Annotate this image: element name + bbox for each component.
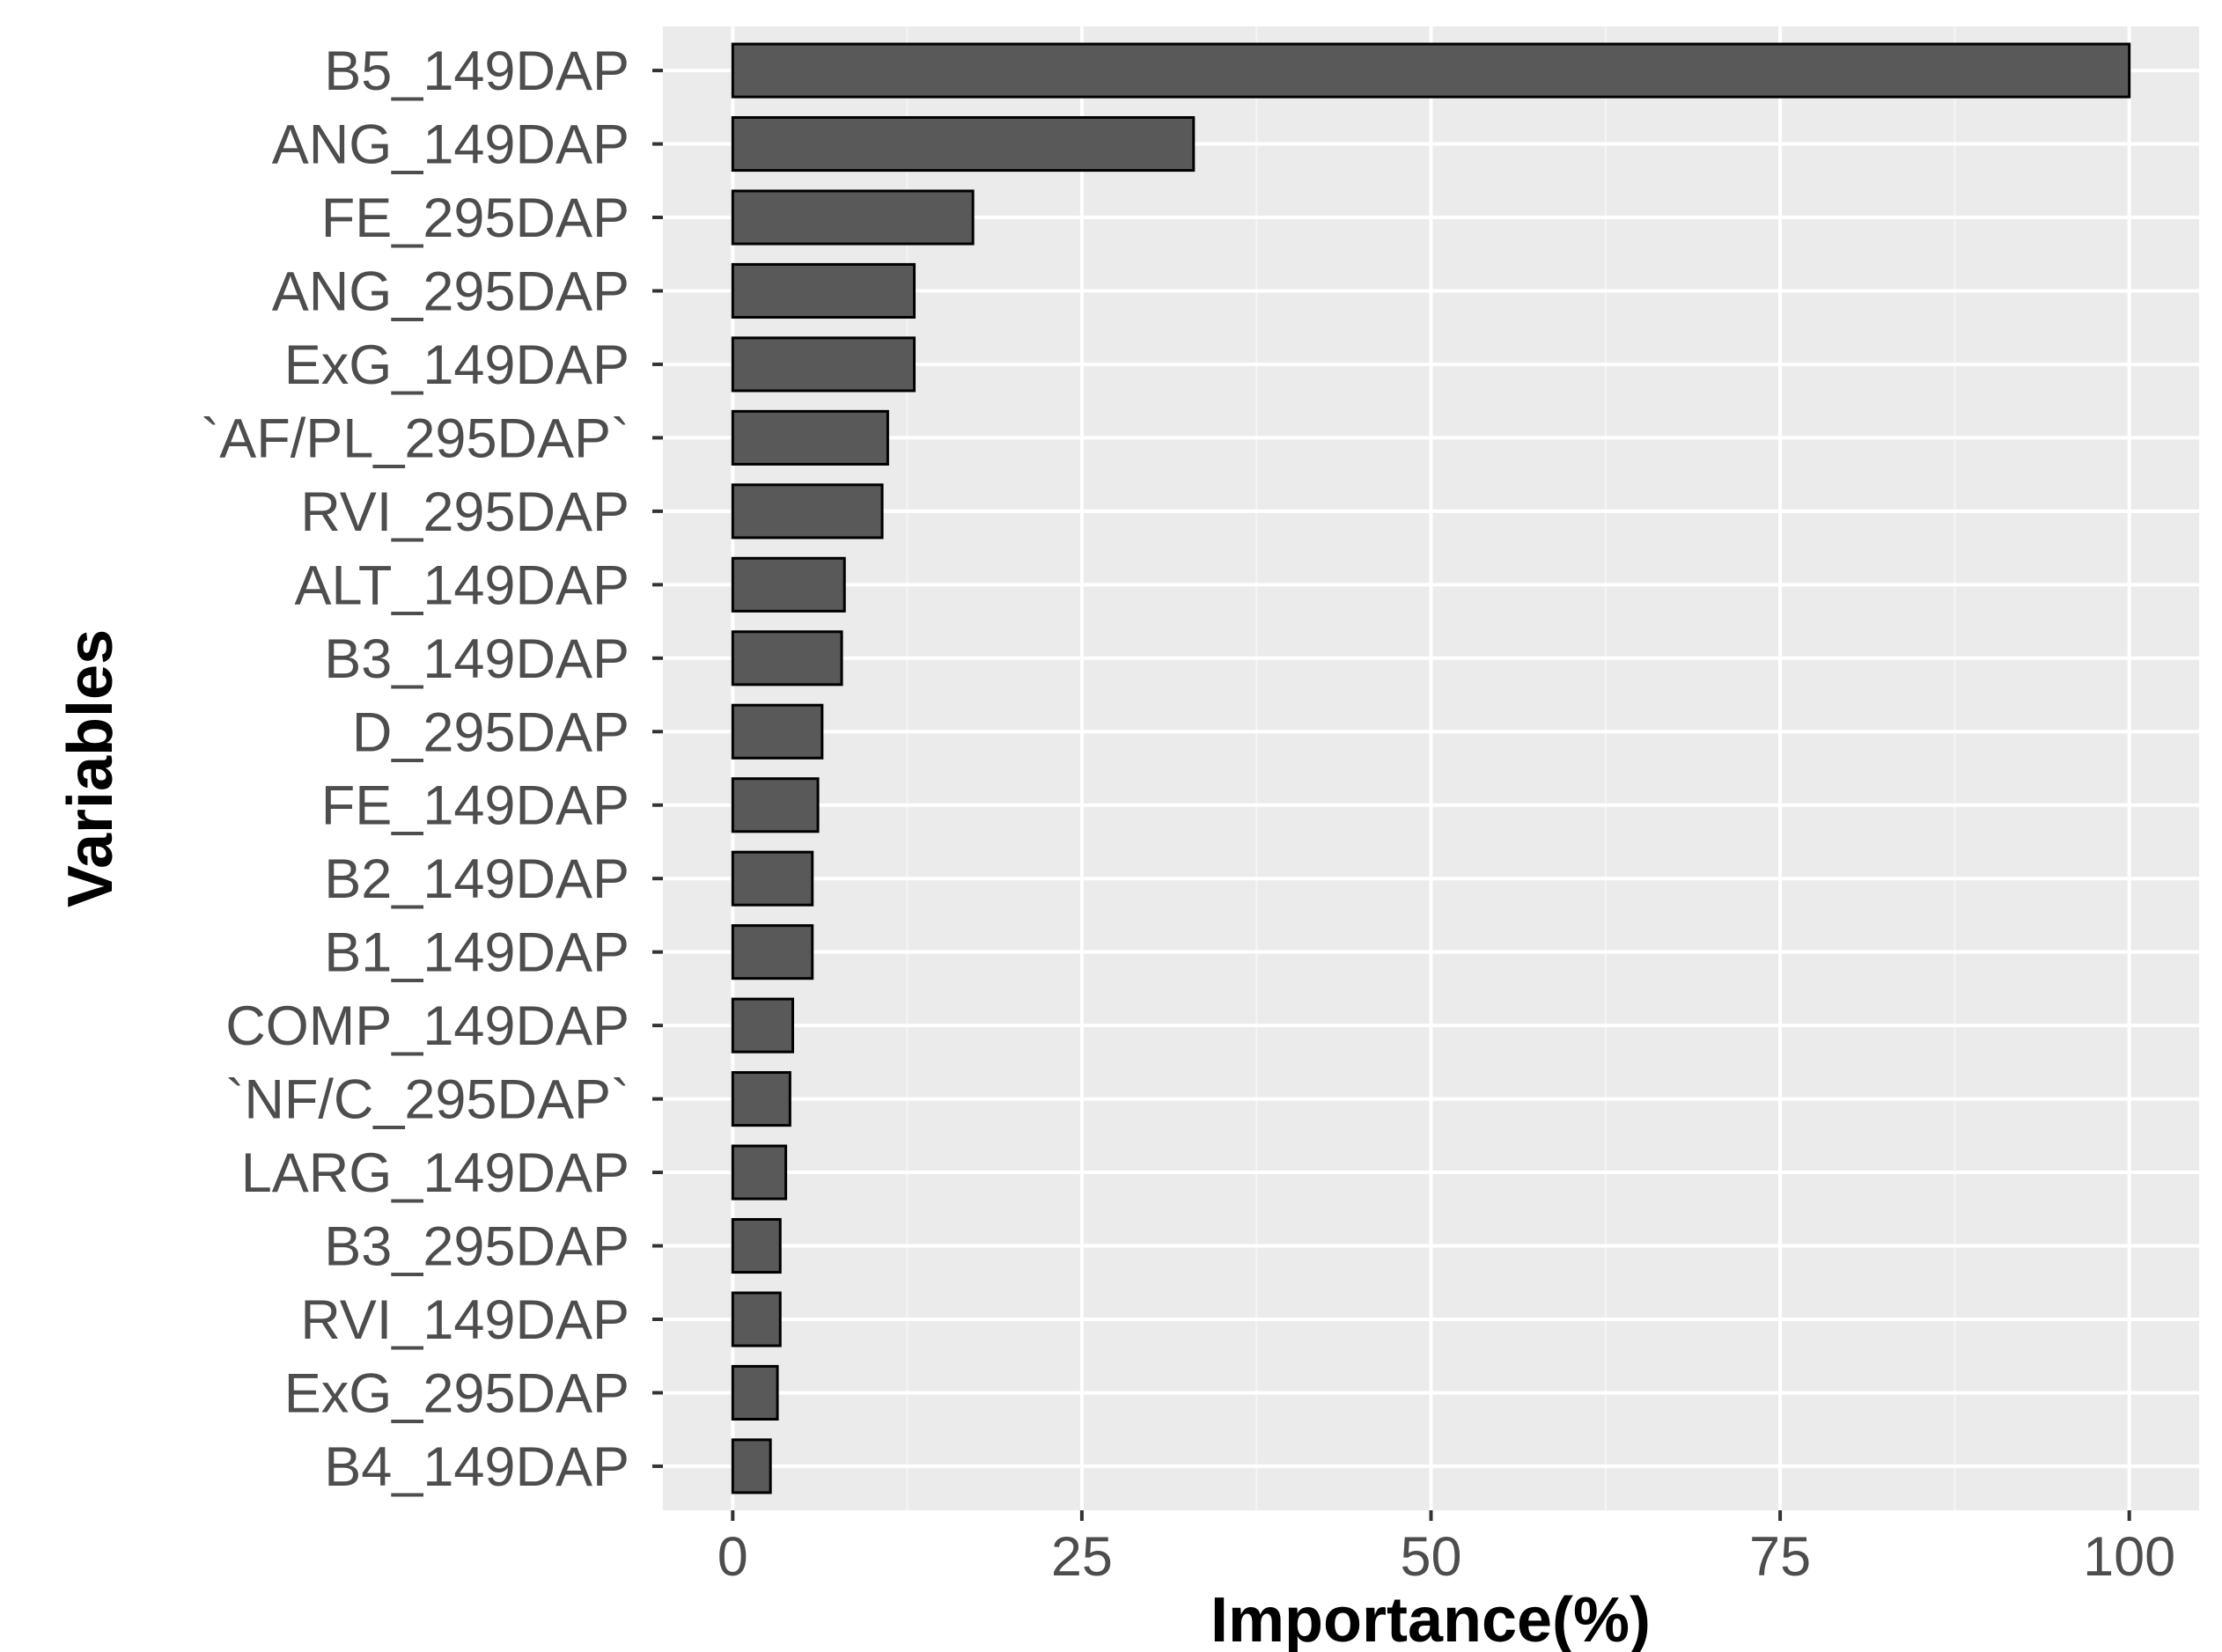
bar [731,42,2131,99]
bar [731,924,814,980]
y-tick-label: `NF/C_295DAP` [225,1069,629,1131]
y-tick-label: `AF/PL_295DAP` [201,407,629,469]
x-tick-label: 100 [2083,1526,2175,1588]
y-tick-label: ExG_295DAP [284,1362,629,1424]
bar [731,1144,788,1200]
bar [731,1291,782,1347]
bar [731,189,975,246]
x-tick-label: 0 [717,1526,748,1588]
bar [731,1217,782,1274]
y-tick-label: ALT_149DAP [294,554,629,616]
y-axis-title: Variables [55,629,126,907]
y-tick-label: D_295DAP [352,701,629,763]
bar [731,336,916,393]
bar [731,630,843,686]
y-tick-label: B4_149DAP [324,1436,629,1498]
y-tick-label: B3_295DAP [324,1216,629,1278]
bar [731,850,814,907]
bar [731,777,820,833]
x-axis-title: Importance(%) [1210,1585,1651,1652]
y-tick-label: RVI_295DAP [300,481,629,543]
y-tick-label: FE_149DAP [321,775,629,837]
x-axis: 0 25 50 75 100 [717,1510,2175,1588]
y-tick-label: B2_149DAP [324,848,629,910]
bar [731,483,884,540]
bar [731,1071,791,1127]
y-tick-label: RVI_149DAP [300,1289,629,1351]
bars [731,42,2131,1494]
y-tick-label: LARG_149DAP [241,1142,629,1204]
bar [731,115,1196,173]
y-tick-label: ANG_295DAP [272,261,629,322]
bar [731,1364,779,1421]
bar [731,409,889,466]
x-tick-label: 50 [1400,1526,1461,1588]
x-tick-label: 25 [1051,1526,1113,1588]
y-tick-label: B5_149DAP [324,40,629,102]
x-tick-label: 75 [1749,1526,1811,1588]
bar [731,997,795,1054]
bar [731,262,916,319]
y-axis: B5_149DAP ANG_149DAP FE_295DAP ANG_295DAP Ex… [201,40,663,1498]
y-tick-label: B3_149DAP [324,628,629,690]
bar [731,1438,772,1494]
bar [731,703,824,760]
y-tick-label: B1_149DAP [324,922,629,984]
bar [731,556,846,613]
y-tick-label: ExG_149DAP [284,334,629,396]
y-tick-label: COMP_149DAP [225,995,629,1057]
y-tick-label: ANG_149DAP [272,114,629,176]
y-tick-label: FE_295DAP [321,187,629,249]
